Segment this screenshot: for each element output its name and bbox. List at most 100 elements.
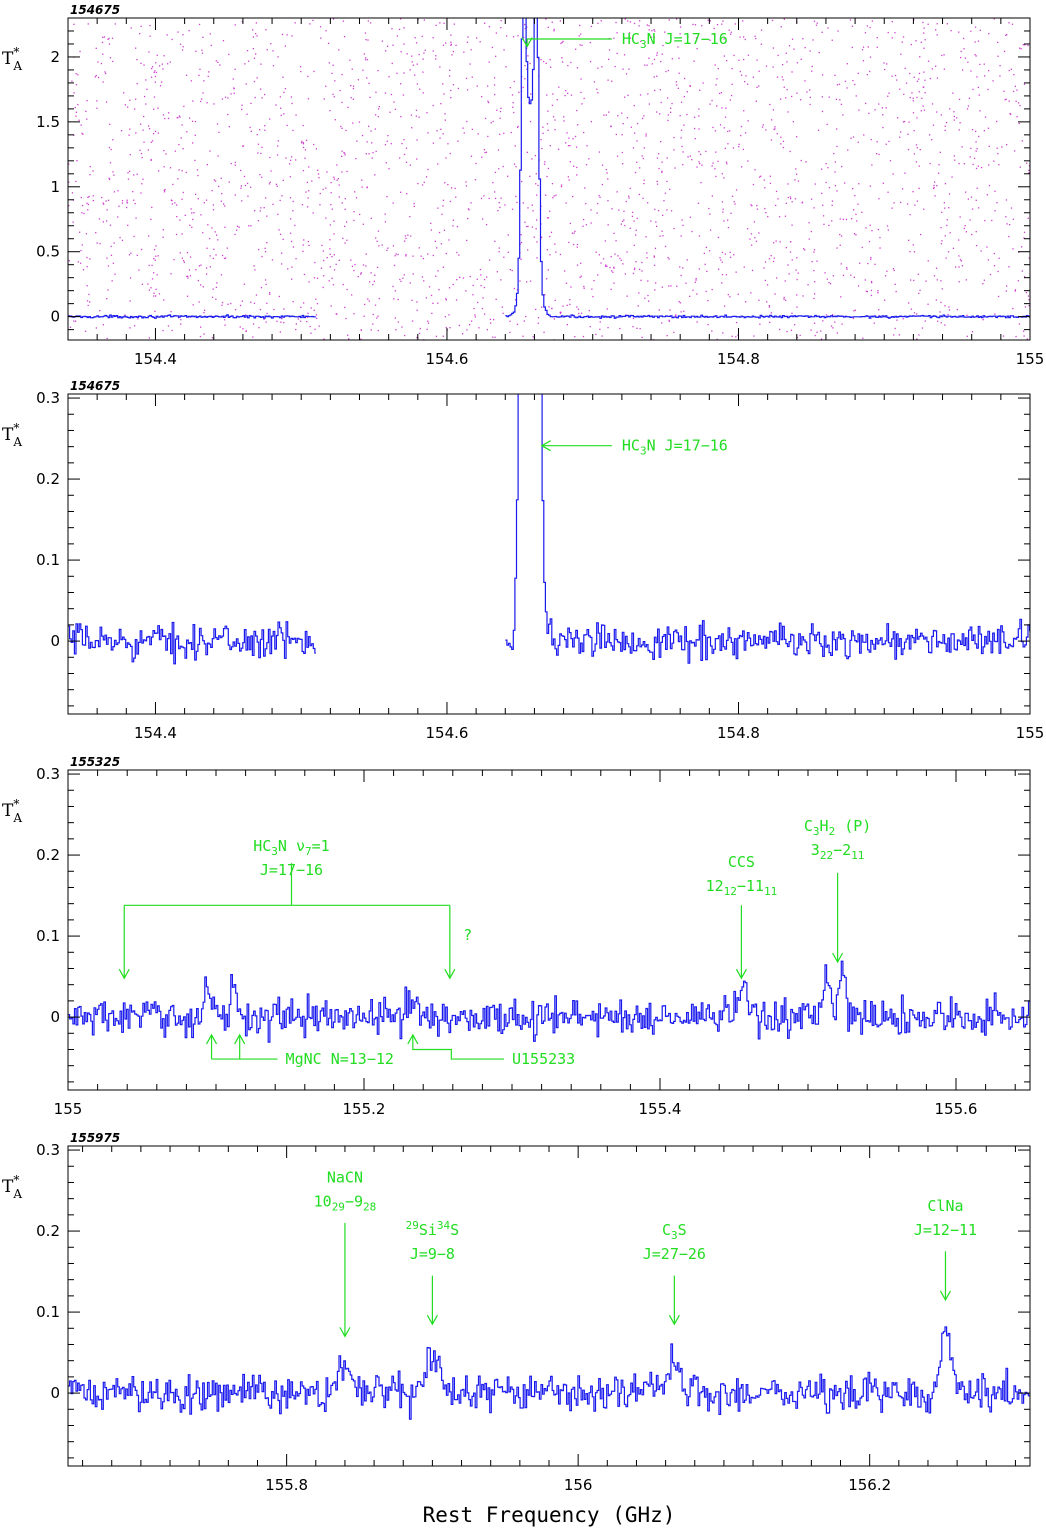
y-axis-label-sub: A: [12, 435, 22, 449]
spectrum-trace: [68, 1326, 1030, 1420]
annotation-label-part: MgNC N=13−12: [286, 1050, 394, 1068]
x-tick-label: 155: [54, 1100, 83, 1118]
annotation-label-part: ?: [463, 926, 472, 944]
annotation-label-part: N ν: [278, 837, 305, 855]
line-annotation: HC3N ν7=1J=17−16: [118, 837, 456, 980]
annotation-label-part: N J=17−16: [647, 30, 728, 48]
annotation-label-part: NaCN: [327, 1168, 363, 1186]
annotation-label: 29Si34S: [406, 1219, 460, 1239]
panel-label: 154675: [70, 3, 120, 17]
annotation-label-part: 29: [406, 1219, 419, 1232]
x-tick-label: 155.8: [265, 1476, 308, 1494]
x-tick-label: 154.6: [425, 350, 468, 368]
annotation-label: J=9−8: [410, 1245, 455, 1263]
line-annotation: HC3N J=17−16: [521, 30, 728, 51]
annotation-label-part: S: [678, 1221, 687, 1239]
annotation-label-part: HC: [622, 30, 640, 48]
annotation-label-part: 7: [305, 845, 312, 858]
annotation-label-part: −11: [737, 877, 764, 895]
x-tick-label: 154.6: [425, 724, 468, 742]
arrow-head: [521, 37, 533, 48]
y-tick-label: 0.1: [36, 551, 60, 569]
spectrum-trace: [505, 394, 1030, 664]
annotation-label-part: 28: [363, 1200, 376, 1213]
spectrum-trace: [68, 621, 316, 665]
arrow-head: [426, 1314, 438, 1326]
annotation-label-part: H: [820, 817, 829, 835]
arrow-head: [118, 968, 130, 980]
annotation-label-part: 3: [271, 845, 278, 858]
annotation-label-part: C: [662, 1221, 671, 1239]
noise-dots: [68, 18, 1030, 340]
annotation-label-part: 3: [640, 38, 647, 51]
annotation-label-part: (P): [835, 817, 871, 835]
y-tick-label: 0.2: [36, 846, 60, 864]
x-axis-label: Rest Frequency (GHz): [423, 1503, 676, 1527]
x-tick-label: 155.2: [343, 1100, 386, 1118]
y-axis-label-sub: A: [12, 1187, 22, 1201]
y-tick-label: 1: [50, 178, 60, 196]
y-tick-label: 0: [50, 1384, 60, 1402]
annotation-label-part: 12: [706, 877, 724, 895]
annotation-label-part: CCS: [728, 853, 755, 871]
annotation-label: HC3N J=17−16: [622, 30, 728, 51]
annotation-label-part: HC: [253, 837, 271, 855]
annotation-label: J=12−11: [914, 1221, 977, 1239]
line-annotation: MgNC N=13−12: [206, 1033, 394, 1068]
annotation-label-part: J=27−26: [643, 1245, 706, 1263]
y-tick-label: 1.5: [36, 113, 60, 131]
y-tick-label: 0.3: [36, 389, 60, 407]
plot-frame: [67, 1145, 1031, 1467]
annotation-label-part: 11: [851, 849, 864, 862]
annotation-label-part: 10: [314, 1192, 332, 1210]
y-axis-label-sup: *: [13, 421, 19, 435]
annotation-label-part: J=9−8: [410, 1245, 455, 1263]
x-tick-label: 154.8: [717, 350, 760, 368]
y-axis-label-sub: A: [12, 59, 22, 73]
line-annotation: ClNa J=12−11: [914, 1197, 977, 1302]
line-annotation: NaCN 1029−928: [314, 1168, 376, 1338]
annotation-label-part: 3: [671, 1229, 678, 1242]
spectrum-trace: [68, 960, 1030, 1043]
y-axis-label-sup: *: [13, 45, 19, 59]
y-axis-label-sup: *: [13, 797, 19, 811]
y-tick-label: 0.5: [36, 243, 60, 261]
plot-frame: [67, 393, 1031, 715]
arrow-head: [206, 1033, 218, 1045]
annotation-label-part: 34: [437, 1219, 451, 1232]
y-axis-label: T* A: [2, 797, 22, 825]
annotation-label-part: Si: [419, 1221, 437, 1239]
x-tick-label: 155: [1016, 724, 1045, 742]
annotation-label: CCS: [728, 853, 755, 871]
arrow-head: [668, 1314, 680, 1326]
annotation-label: U155233: [512, 1050, 575, 1068]
annotation-label-part: N J=17−16: [647, 437, 728, 455]
arrow-head: [939, 1290, 951, 1302]
annotation-label: HC3N ν7=1: [253, 837, 329, 858]
y-axis-label-main: T: [2, 425, 14, 445]
annotation-label: 1212−1111: [706, 877, 778, 898]
line-annotation: 29Si34S J=9−8: [406, 1219, 460, 1326]
annotation-label-part: 3: [813, 825, 820, 838]
y-tick-label: 0: [50, 1008, 60, 1026]
annotation-label: ?: [463, 926, 472, 944]
line-annotation: C3S J=27−26: [643, 1221, 706, 1326]
annotation-label-part: 29: [332, 1200, 345, 1213]
annotation-label-part: S: [450, 1221, 459, 1239]
annotation-label-part: −9: [345, 1192, 363, 1210]
annotation-label-part: 11: [764, 885, 777, 898]
annotation-label-part: −2: [833, 841, 851, 859]
x-tick-label: 156: [564, 1476, 593, 1494]
annotation-label-part: 12: [724, 885, 737, 898]
line-annotation: C3H2 (P)322−211: [804, 817, 871, 964]
arrow-head: [407, 1033, 419, 1045]
y-axis-label-main: T: [2, 1177, 14, 1197]
panel-label: 155975: [70, 1131, 120, 1145]
spectrum-panel-2: 154.4 154.6 154.8 155 0 0.1 0.2 0.3 154675 T* A HC3…: [2, 379, 1045, 742]
x-tick-label: 155: [1016, 350, 1045, 368]
y-tick-label: 0.2: [36, 1222, 60, 1240]
y-tick-label: 0.1: [36, 1303, 60, 1321]
y-axis-label: T* A: [2, 1173, 22, 1201]
